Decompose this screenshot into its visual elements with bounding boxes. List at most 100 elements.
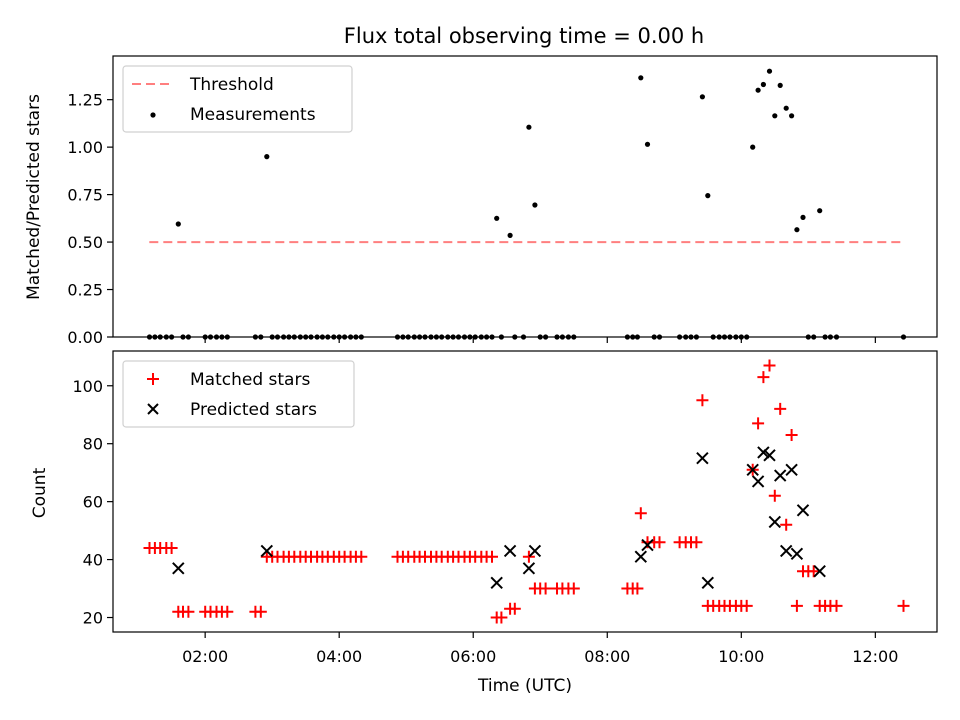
matched-star-point (486, 550, 498, 563)
measurement-point (644, 141, 651, 147)
bottom-legend: Matched stars Predicted stars (122, 360, 355, 428)
legend-measurements-label: Measurements (190, 105, 316, 125)
predicted-star-point (768, 515, 782, 529)
bottom-y-axis-label: Count (30, 467, 50, 518)
matched-star-point (631, 582, 644, 595)
measurement-point (789, 113, 795, 119)
matched-star-point (740, 599, 753, 612)
legend-matched-label: Matched stars (190, 370, 310, 390)
predicted-star-point (763, 449, 776, 462)
top-y-tick-label: 0.25 (67, 281, 103, 300)
measurement-point (777, 82, 783, 88)
predicted-star-point (641, 538, 654, 552)
predicted-star-point (696, 451, 709, 465)
legend-measurements-swatch (150, 112, 156, 118)
predicted-star-point (757, 446, 770, 459)
top-y-tick-label: 0.50 (67, 233, 103, 252)
predicted-star-point (503, 544, 517, 558)
predicted-star-point (522, 562, 536, 575)
measurement-point (755, 87, 761, 93)
legend-threshold-label: Threshold (189, 75, 274, 95)
bottom-y-tick-label: 60 (83, 493, 103, 512)
predicted-star-point (779, 544, 793, 558)
top-y-tick-label: 0.75 (67, 186, 103, 205)
bottom-x-tick-label: 12:00 (852, 647, 898, 666)
measurement-point (175, 221, 181, 227)
bottom-y-tick-label: 80 (83, 435, 103, 454)
top-y-tick-label: 0.00 (67, 328, 103, 347)
top-y-tick-label: 1.00 (67, 138, 103, 157)
measurement-point (766, 68, 773, 74)
top-y-tick-label: 1.25 (67, 91, 103, 110)
predicted-star-point (790, 547, 804, 561)
matched-star-point (690, 536, 703, 549)
matched-star-point (254, 605, 267, 618)
matched-star-point (757, 371, 770, 384)
bottom-plot-frame (112, 350, 938, 633)
matched-star-point (539, 582, 552, 595)
top-y-axis-label: Matched/Predicted stars (24, 94, 44, 300)
matched-star-point (355, 550, 368, 563)
predicted-star-point (260, 544, 274, 558)
bottom-y-tick-label: 100 (72, 377, 103, 396)
matched-star-point (221, 605, 234, 618)
predicted-star-point (785, 463, 798, 477)
predicted-star-point (634, 550, 648, 563)
legend-predicted-swatch (147, 403, 159, 415)
bottom-x-tick-label: 08:00 (584, 647, 630, 666)
predicted-star-point (701, 576, 715, 590)
top-legend-box (122, 65, 353, 133)
matched-star-point (522, 550, 535, 563)
measurement-point (800, 214, 806, 220)
measurement-point (772, 113, 778, 119)
matched-star-point (785, 429, 798, 441)
bottom-x-tick-label: 02:00 (182, 647, 228, 666)
measurement-point (783, 105, 789, 111)
predicted-star-point (172, 562, 185, 575)
top-y-ticks: 0.00 0.25 0.50 0.75 1.00 1.25 (67, 91, 113, 347)
matched-star-point (182, 605, 195, 618)
bottom-y-tick-label: 20 (83, 609, 103, 628)
matched-star-point (763, 359, 776, 372)
matched-star-point (897, 599, 910, 612)
matched-star-point (508, 602, 521, 615)
measurement-point (699, 94, 706, 100)
bottom-y-tick-label: 40 (83, 551, 103, 570)
chart-title: Flux total observing time = 0.00 h (344, 24, 704, 48)
predicted-star-point (813, 564, 826, 578)
matched-star-point (768, 489, 781, 502)
matched-star-point (790, 599, 803, 612)
matched-star-point (696, 394, 709, 407)
bottom-x-tick-label: 04:00 (316, 647, 362, 666)
legend-predicted-label: Predicted stars (190, 400, 317, 420)
measurement-point (526, 124, 532, 130)
predicted-star-point (773, 469, 787, 482)
measurement-point (817, 208, 823, 214)
predicted-star-point (490, 576, 503, 590)
bottom-marks (143, 359, 910, 624)
predicted-star-point (796, 504, 810, 517)
measurement-point (705, 193, 711, 199)
measurement-point (507, 232, 513, 238)
bottom-y-ticks: 20 40 60 80 100 (72, 377, 113, 628)
top-panel: 0.00 0.25 0.50 0.75 1.00 1.25 Matched/Predict… (24, 55, 938, 347)
matched-star-point (774, 402, 787, 415)
measurement-point (532, 202, 538, 208)
matched-star-point (807, 565, 820, 578)
top-plot-frame (112, 55, 938, 338)
measurement-point (638, 75, 644, 81)
predicted-star-point (746, 463, 759, 477)
bottom-x-axis-label: Time (UTC) (477, 676, 572, 696)
matched-star-point (653, 536, 666, 549)
matched-star-point (567, 582, 580, 595)
matched-star-point (752, 417, 765, 430)
top-legend: Threshold Measurements (122, 65, 353, 133)
measurement-point (264, 154, 270, 160)
matched-star-point (495, 611, 508, 624)
bottom-x-ticks: 02:00 04:00 06:00 08:00 10:00 12:00 (182, 632, 898, 666)
predicted-star-point (751, 475, 765, 488)
bottom-panel: 20 40 60 80 100 02:00 04:00 06:00 08:00 10:00 12:… (30, 350, 938, 696)
bottom-legend-box (122, 360, 355, 428)
bottom-x-tick-label: 06:00 (450, 647, 496, 666)
